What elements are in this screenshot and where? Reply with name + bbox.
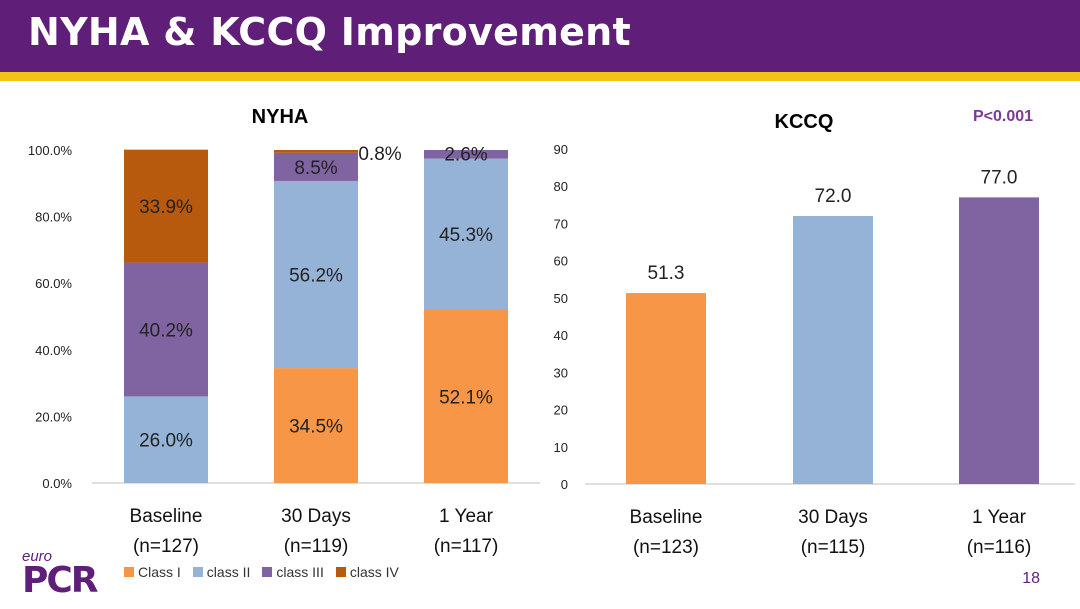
legend-label: class II — [206, 564, 251, 580]
nyha-bar-segment — [424, 309, 508, 483]
nyha-ytick-label: 80.0% — [35, 210, 72, 225]
kccq-category-label: Baseline — [630, 507, 703, 528]
nyha-ytick-label: 0.0% — [42, 476, 72, 491]
nyha-chart-title: NYHA — [252, 106, 309, 128]
logo-pcr-text: PCR — [22, 560, 99, 601]
nyha-category-label: 1 Year — [439, 506, 494, 527]
nyha-bar-segment — [274, 368, 358, 483]
nyha-data-label: 26.0% — [139, 431, 193, 452]
kccq-bar — [626, 293, 706, 484]
kccq-ytick-label: 50 — [554, 291, 568, 306]
kccq-category-sublabel: (n=115) — [801, 537, 866, 558]
nyha-data-label: 34.5% — [289, 417, 343, 438]
nyha-data-label: 56.2% — [289, 266, 343, 287]
legend-swatch — [192, 567, 203, 577]
kccq-ytick-label: 0 — [561, 477, 568, 492]
slide-title: NYHA & KCCQ Improvement — [28, 10, 631, 54]
nyha-bar-segment — [124, 262, 208, 397]
nyha-data-label: 0.8% — [358, 144, 401, 165]
logo-euro-text: euro — [22, 548, 53, 565]
kccq-data-label: 72.0 — [815, 186, 852, 207]
nyha-data-label: 40.2% — [139, 320, 193, 341]
nyha-bar-segment — [124, 396, 208, 483]
nyha-category-label: Baseline — [130, 506, 203, 527]
nyha-data-label: 33.9% — [139, 197, 193, 218]
legend-label: class III — [276, 564, 324, 580]
nyha-bar-segment — [274, 180, 358, 369]
nyha-category-sublabel: (n=119) — [284, 536, 349, 557]
nyha-category-label: 30 Days — [281, 506, 351, 527]
nyha-ytick-label: 100.0% — [28, 143, 73, 158]
nyha-ytick-label: 20.0% — [35, 409, 72, 424]
nyha-ytick-label: 40.0% — [35, 343, 72, 358]
nyha-data-label: 2.6% — [444, 144, 487, 165]
kccq-ytick-label: 70 — [554, 216, 568, 231]
nyha-category-sublabel: (n=127) — [133, 536, 199, 557]
kccq-category-sublabel: (n=123) — [633, 537, 699, 558]
kccq-bar — [959, 197, 1039, 484]
kccq-ytick-label: 40 — [554, 328, 568, 343]
nyha-bar-segment — [424, 158, 508, 310]
kccq-data-label: 77.0 — [981, 167, 1018, 188]
nyha-bar-segment — [274, 152, 358, 181]
kccq-chart-title: KCCQ — [775, 111, 834, 133]
kccq-bar — [793, 216, 873, 484]
legend-item: class II — [192, 564, 251, 580]
nyha-data-label: 8.5% — [294, 158, 337, 179]
kccq-ytick-label: 10 — [554, 440, 568, 455]
legend-swatch — [124, 567, 134, 577]
kccq-ytick-label: 80 — [554, 179, 568, 194]
kccq-ytick-label: 60 — [554, 254, 568, 269]
p-value-label: P<0.001 — [973, 108, 1033, 125]
kccq-data-label: 51.3 — [648, 263, 685, 284]
nyha-legend: Class I class II class III class IV — [124, 564, 399, 580]
nyha-bar-segment — [424, 150, 508, 159]
legend-label: class IV — [349, 564, 399, 580]
kccq-ytick-label: 90 — [554, 142, 568, 157]
slide-header — [0, 0, 1080, 72]
legend-item: Class I — [124, 564, 181, 580]
kccq-ytick-label: 30 — [554, 365, 568, 380]
kccq-category-label: 1 Year — [972, 507, 1027, 528]
legend-swatch — [335, 567, 346, 577]
legend-item: class IV — [335, 564, 399, 580]
kccq-ytick-label: 20 — [554, 403, 568, 418]
nyha-category-sublabel: (n=117) — [434, 536, 499, 557]
nyha-data-label: 52.1% — [439, 387, 493, 408]
nyha-data-label: 45.3% — [439, 225, 493, 246]
europcr-logo: euro PCR — [22, 548, 112, 603]
nyha-bar-segment — [274, 150, 358, 153]
legend-swatch — [262, 567, 273, 577]
page-number: 18 — [1022, 570, 1040, 587]
header-stripe — [0, 72, 1080, 81]
legend-label: Class I — [138, 564, 181, 580]
kccq-category-sublabel: (n=116) — [967, 537, 1032, 558]
nyha-ytick-label: 60.0% — [35, 276, 72, 291]
nyha-bar-segment — [124, 149, 208, 263]
kccq-category-label: 30 Days — [798, 507, 868, 528]
legend-item: class III — [262, 564, 324, 580]
